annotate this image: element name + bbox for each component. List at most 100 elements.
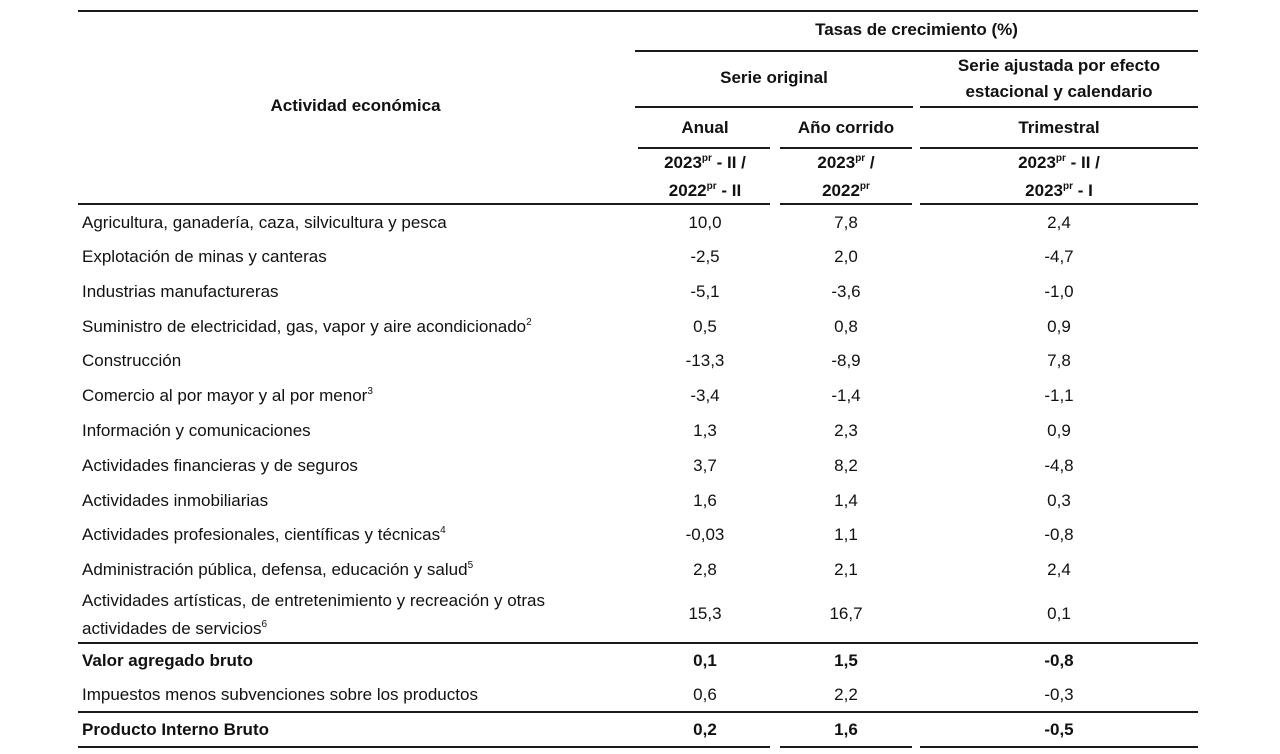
- row-label-text: Actividades financieras y de seguros: [82, 456, 358, 475]
- cell-trimestral: -0,5: [1044, 720, 1074, 739]
- year-text: 2023: [1018, 153, 1056, 172]
- trimestral-rule: [920, 147, 1198, 149]
- preliminary-mark: pr: [1062, 181, 1073, 192]
- row-label: Actividades profesionales, científicas y…: [82, 523, 446, 547]
- corrido-rule: [780, 147, 912, 149]
- cell-corrido: 7,8: [834, 213, 858, 232]
- cell-corrido: 1,6: [834, 720, 858, 739]
- preliminary-mark: pr: [855, 153, 866, 164]
- serie-ajustada-header-line2: estacional y calendario: [965, 82, 1153, 101]
- row-label: Industrias manufactureras: [82, 280, 279, 304]
- period-suffix: - II /: [711, 153, 746, 172]
- year-text: 2022: [668, 181, 707, 200]
- cell-corrido: -1,4: [831, 386, 861, 405]
- cell-trimestral: -0,8: [1044, 525, 1074, 544]
- cell-anual: -0,03: [685, 525, 725, 544]
- row-label-text: Comercio al por mayor y al por menor: [82, 386, 368, 405]
- footnote-mark: 3: [367, 386, 373, 397]
- period-suffix: - I: [1072, 181, 1093, 200]
- cell-anual: 0,5: [693, 317, 717, 336]
- cell-trimestral: 2,4: [1047, 213, 1071, 232]
- cell-anual: -3,4: [690, 386, 720, 405]
- cell-anual: 0,6: [693, 685, 717, 704]
- period-suffix: - II: [716, 181, 742, 200]
- preliminary-mark: pr: [1055, 153, 1066, 164]
- anual-period-line2: 2022pr - II: [640, 178, 770, 204]
- anual-header: Anual: [681, 118, 729, 137]
- row-label-text: Construcción: [82, 351, 182, 370]
- cell-corrido: 0,8: [834, 317, 858, 336]
- cell-trimestral: -0,8: [1044, 651, 1074, 670]
- footnote-mark: 2: [526, 317, 532, 328]
- cell-trimestral: 0,9: [1047, 317, 1071, 336]
- row-label-text: Información y comunicaciones: [82, 421, 311, 440]
- footnote-mark: 6: [261, 619, 268, 630]
- cell-trimestral: 7,8: [1047, 351, 1071, 370]
- cell-anual: -13,3: [685, 351, 725, 370]
- cell-corrido: 1,4: [834, 491, 858, 510]
- preliminary-mark: pr: [859, 181, 870, 192]
- row-label-text: Actividades profesionales, científicas y…: [82, 525, 441, 544]
- row-label: Actividades inmobiliarias: [82, 489, 268, 513]
- row-label: Suministro de electricidad, gas, vapor y…: [82, 315, 532, 339]
- serie-ajustada-header-line1: Serie ajustada por efecto: [957, 56, 1161, 75]
- cell-corrido: -3,6: [831, 282, 861, 301]
- serie-ajustada-rule: [920, 106, 1198, 108]
- table-title: Tasas de crecimiento (%): [815, 20, 1018, 39]
- cell-corrido: 8,2: [834, 456, 858, 475]
- header-bottom-rule-2: [780, 203, 912, 205]
- row-label: Actividades financieras y de seguros: [82, 454, 358, 478]
- vab-top-rule: [78, 642, 1198, 644]
- cell-anual: 0,2: [693, 720, 717, 739]
- row-label-total: Producto Interno Bruto: [82, 718, 269, 742]
- footnote-mark: 5: [467, 560, 474, 571]
- trimestral-period-line2: 2023pr - I: [920, 178, 1198, 204]
- row-label: Explotación de minas y canteras: [82, 245, 327, 269]
- header-bottom-rule-1: [78, 203, 770, 205]
- table-bottom-rule-1: [78, 746, 770, 748]
- corrido-period-line1: 2023pr /: [780, 150, 912, 176]
- cell-corrido: 2,1: [834, 560, 858, 579]
- cell-anual: 2,8: [693, 560, 717, 579]
- activity-header: Actividad económica: [270, 96, 441, 115]
- row-label: Impuestos menos subvenciones sobre los p…: [82, 683, 478, 707]
- preliminary-mark: pr: [701, 153, 712, 164]
- cell-anual: 0,1: [693, 651, 717, 670]
- cell-corrido: 1,5: [834, 651, 858, 670]
- cell-corrido: -8,9: [831, 351, 861, 370]
- row-label: Agricultura, ganadería, caza, silvicultu…: [82, 211, 447, 235]
- cell-anual: -5,1: [690, 282, 720, 301]
- preliminary-mark: pr: [706, 181, 717, 192]
- cell-anual: -2,5: [690, 247, 720, 266]
- year-text: 2022: [822, 181, 860, 200]
- corrido-period-line2: 2022pr: [780, 178, 912, 204]
- serie-original-header: Serie original: [720, 68, 828, 87]
- row-label-text: Suministro de electricidad, gas, vapor y…: [82, 317, 527, 336]
- year-text: 2023: [817, 153, 856, 172]
- title-rule: [635, 50, 1198, 52]
- row-label-text: Industrias manufactureras: [82, 282, 279, 301]
- trimestral-header: Trimestral: [1018, 118, 1100, 137]
- cell-trimestral: 0,3: [1047, 491, 1071, 510]
- cell-trimestral: -0,3: [1044, 685, 1074, 704]
- serie-original-rule: [635, 106, 913, 108]
- cell-trimestral: -1,1: [1044, 386, 1074, 405]
- footnote-mark: 4: [440, 525, 446, 536]
- year-text: 2023: [1025, 181, 1063, 200]
- cell-corrido: 2,2: [834, 685, 858, 704]
- cell-corrido: 1,1: [834, 525, 858, 544]
- period-suffix: /: [865, 153, 875, 172]
- row-label: Comercio al por mayor y al por menor3: [82, 384, 373, 408]
- cell-anual: 15,3: [688, 604, 722, 623]
- year-text: 2023: [664, 153, 702, 172]
- cell-corrido: 2,0: [834, 247, 858, 266]
- table-bottom-rule-2: [780, 746, 912, 748]
- row-label-text: Administración pública, defensa, educaci…: [82, 560, 468, 579]
- cell-anual: 1,3: [693, 421, 717, 440]
- cell-trimestral: -1,0: [1044, 282, 1074, 301]
- table-bottom-rule-3: [920, 746, 1198, 748]
- cell-trimestral: -4,8: [1044, 456, 1074, 475]
- pib-top-rule: [78, 711, 1198, 713]
- row-label-text: Valor agregado bruto: [82, 651, 253, 670]
- cell-anual: 1,6: [693, 491, 717, 510]
